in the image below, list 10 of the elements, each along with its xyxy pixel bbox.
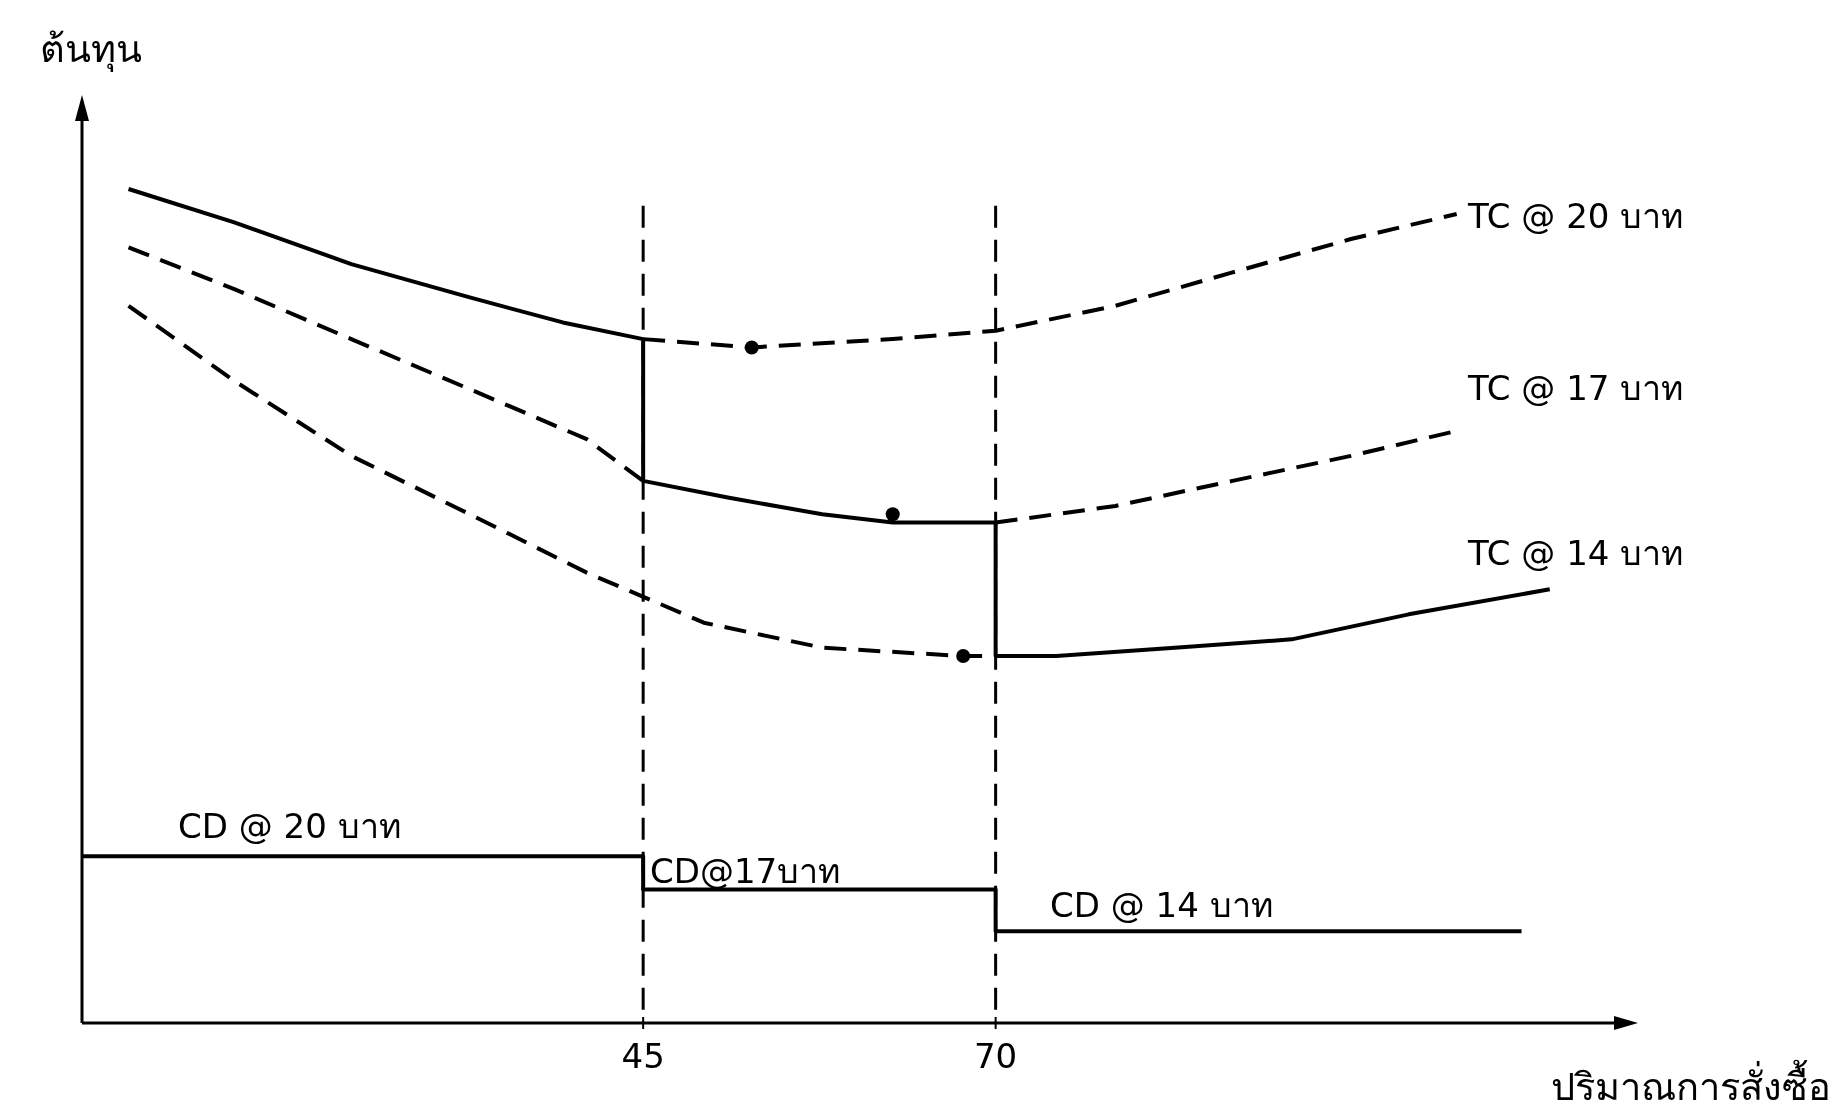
y-axis-title: ต้นทุน <box>40 27 142 72</box>
x-tick-label: 45 <box>621 1036 665 1076</box>
annotation: CD @ 14 บาท <box>1050 885 1273 925</box>
annotation: TC @ 20 บาท <box>1467 196 1684 236</box>
x-tick-label: 70 <box>974 1036 1018 1076</box>
annotation: CD @ 20 บาท <box>178 806 401 846</box>
annotation: TC @ 14 บาท <box>1467 533 1684 573</box>
x-axis-title: ปริมาณการสั่งซื้อ <box>1551 1059 1831 1109</box>
annotation: TC @ 17 บาท <box>1467 368 1684 408</box>
annotation: CD@17บาท <box>650 851 841 891</box>
